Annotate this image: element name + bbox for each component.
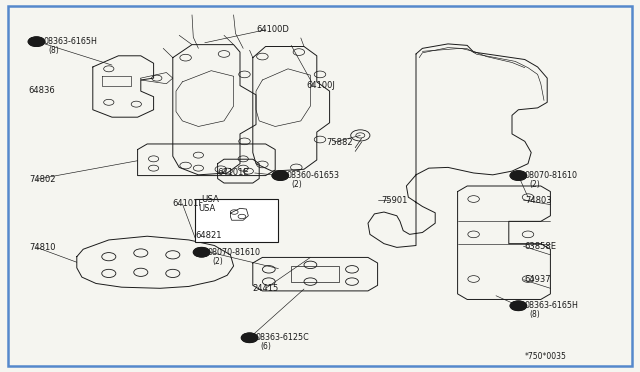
Polygon shape xyxy=(253,257,378,291)
Text: 08363-6165H: 08363-6165H xyxy=(44,37,97,46)
Text: S: S xyxy=(199,249,204,255)
Text: (6): (6) xyxy=(260,342,271,351)
Text: USA: USA xyxy=(198,204,216,213)
Text: S: S xyxy=(516,303,521,309)
Text: S: S xyxy=(247,335,252,341)
Text: 64836: 64836 xyxy=(29,86,56,94)
Circle shape xyxy=(272,171,289,180)
Text: 74802: 74802 xyxy=(29,175,55,184)
Text: 08363-6125C: 08363-6125C xyxy=(256,333,310,342)
Text: 08070-81610: 08070-81610 xyxy=(525,171,578,180)
Circle shape xyxy=(193,247,210,257)
Text: 64101F: 64101F xyxy=(173,199,204,208)
Text: 64937: 64937 xyxy=(525,275,552,284)
Polygon shape xyxy=(173,45,256,175)
Polygon shape xyxy=(368,44,547,247)
Text: 24415: 24415 xyxy=(253,284,279,293)
Text: 08070-81610: 08070-81610 xyxy=(208,248,261,257)
Text: S: S xyxy=(278,173,283,179)
Text: 08363-6165H: 08363-6165H xyxy=(525,301,579,310)
Text: 74803: 74803 xyxy=(525,196,552,205)
Polygon shape xyxy=(138,144,275,176)
Polygon shape xyxy=(93,56,154,117)
Text: USA: USA xyxy=(202,195,220,204)
Text: 64821: 64821 xyxy=(195,231,221,240)
Text: (2): (2) xyxy=(212,257,223,266)
Text: 63858E: 63858E xyxy=(525,242,557,251)
Bar xyxy=(291,266,339,282)
Circle shape xyxy=(510,171,527,180)
Text: (8): (8) xyxy=(48,46,59,55)
Text: *750*0035: *750*0035 xyxy=(525,352,566,361)
Text: 75882: 75882 xyxy=(326,138,353,147)
Text: (2): (2) xyxy=(529,180,540,189)
Text: 64100D: 64100D xyxy=(256,25,289,34)
Polygon shape xyxy=(458,186,550,299)
Circle shape xyxy=(28,37,45,46)
Polygon shape xyxy=(77,236,234,288)
Text: S: S xyxy=(34,39,39,45)
Polygon shape xyxy=(218,159,259,183)
Polygon shape xyxy=(141,73,173,84)
Circle shape xyxy=(241,333,258,343)
Text: (8): (8) xyxy=(529,310,540,319)
Text: 08360-61653: 08360-61653 xyxy=(287,171,340,180)
Bar xyxy=(195,199,278,242)
Text: 74810: 74810 xyxy=(29,243,55,252)
Text: (2): (2) xyxy=(291,180,302,189)
Text: 64101E: 64101E xyxy=(218,169,249,177)
Text: S: S xyxy=(516,173,521,179)
Circle shape xyxy=(510,301,527,311)
Text: 64100J: 64100J xyxy=(306,81,335,90)
Polygon shape xyxy=(253,46,330,171)
Text: 75901: 75901 xyxy=(381,196,407,205)
